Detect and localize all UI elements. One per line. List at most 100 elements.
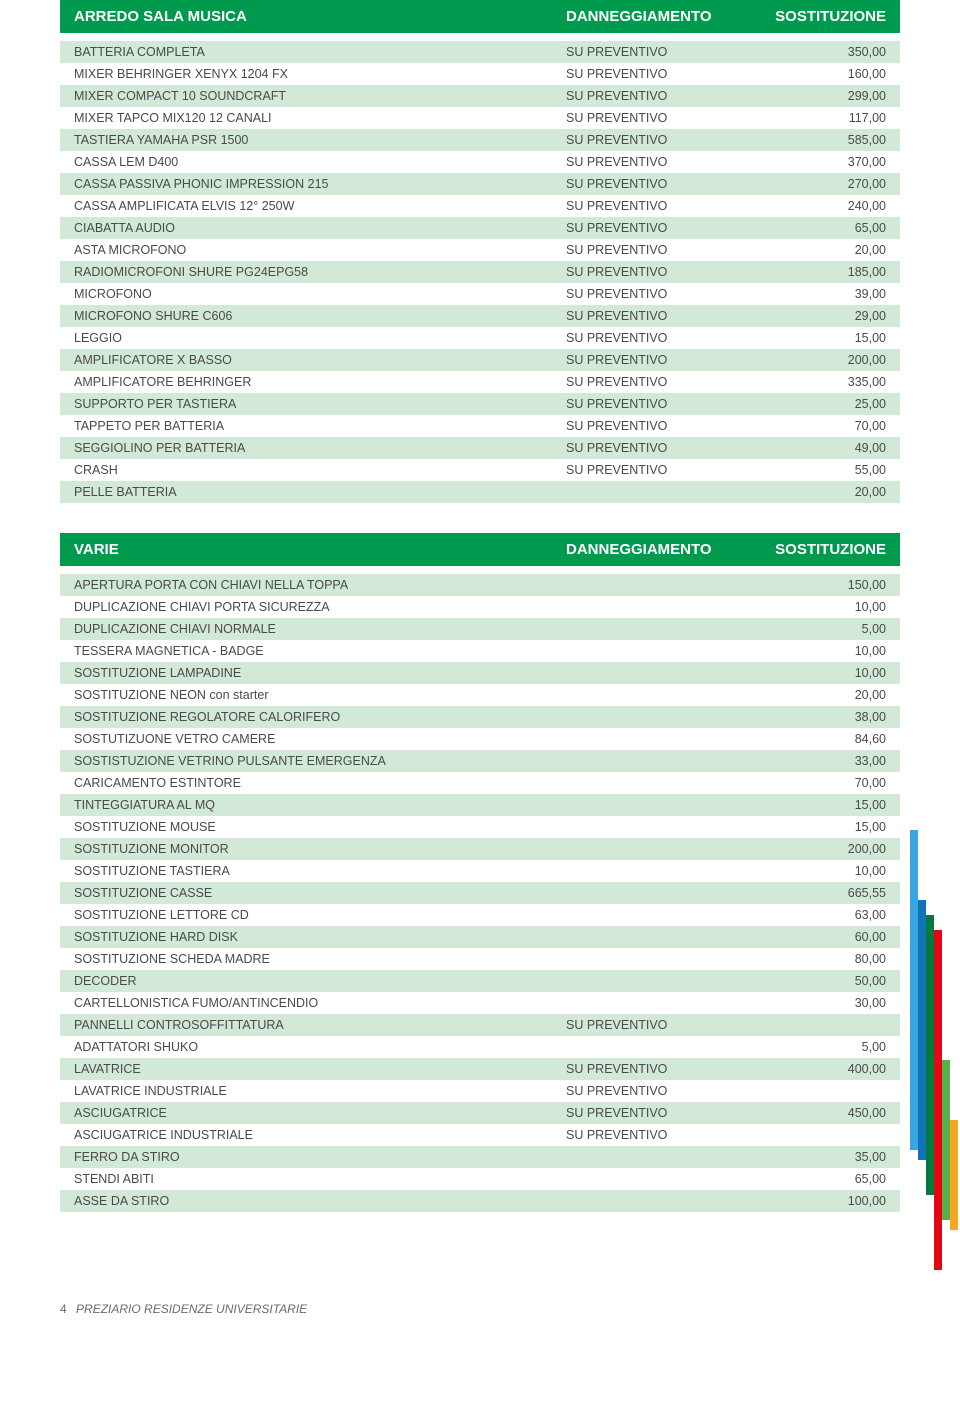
table-row: ASCIUGATRICE INDUSTRIALESU PREVENTIVO — [60, 1124, 900, 1146]
cell-replace: 55,00 — [756, 463, 886, 477]
cell-item: ASCIUGATRICE INDUSTRIALE — [74, 1128, 566, 1142]
cell-item: CASSA PASSIVA PHONIC IMPRESSION 215 — [74, 177, 566, 191]
table-row: DECODER 50,00 — [60, 970, 900, 992]
spacer — [60, 566, 900, 574]
cell-replace: 5,00 — [756, 622, 886, 636]
cell-replace: 10,00 — [756, 600, 886, 614]
cell-damage: SU PREVENTIVO — [566, 1106, 756, 1120]
cell-damage: SU PREVENTIVO — [566, 89, 756, 103]
table-row: SOSTITUZIONE CASSE665,55 — [60, 882, 900, 904]
cell-damage: SU PREVENTIVO — [566, 1128, 756, 1142]
table-row: CRASHSU PREVENTIVO55,00 — [60, 459, 900, 481]
cell-damage: SU PREVENTIVO — [566, 441, 756, 455]
cell-item: CIABATTA AUDIO — [74, 221, 566, 235]
page-number: 4 — [60, 1302, 67, 1316]
table-row: TASTIERA YAMAHA PSR 1500SU PREVENTIVO585… — [60, 129, 900, 151]
cell-replace: 299,00 — [756, 89, 886, 103]
cell-replace: 65,00 — [756, 1172, 886, 1186]
cell-damage: SU PREVENTIVO — [566, 309, 756, 323]
cell-replace: 70,00 — [756, 419, 886, 433]
cell-replace: 15,00 — [756, 331, 886, 345]
table-row: SOSTITUZIONE HARD DISK60,00 — [60, 926, 900, 948]
cell-replace: 25,00 — [756, 397, 886, 411]
cell-replace: 35,00 — [756, 1150, 886, 1164]
table-row: SOSTISTUZIONE VETRINO PULSANTE EMERGENZA… — [60, 750, 900, 772]
table-row: TESSERA MAGNETICA - BADGE10,00 — [60, 640, 900, 662]
cell-damage: SU PREVENTIVO — [566, 287, 756, 301]
cell-item: MIXER TAPCO MIX120 12 CANALI — [74, 111, 566, 125]
cell-replace: 80,00 — [756, 952, 886, 966]
cell-replace: 63,00 — [756, 908, 886, 922]
cell-item: TASTIERA YAMAHA PSR 1500 — [74, 133, 566, 147]
table-row: CASSA AMPLIFICATA ELVIS 12° 250WSU PREVE… — [60, 195, 900, 217]
tables-container: ARREDO SALA MUSICADANNEGGIAMENTOSOSTITUZ… — [60, 0, 900, 1212]
table-header: VARIEDANNEGGIAMENTOSOSTITUZIONE — [60, 533, 900, 566]
cell-item: DUPLICAZIONE CHIAVI PORTA SICUREZZA — [74, 600, 566, 614]
cell-item: TAPPETO PER BATTERIA — [74, 419, 566, 433]
cell-replace: 33,00 — [756, 754, 886, 768]
cell-item: MIXER BEHRINGER XENYX 1204 FX — [74, 67, 566, 81]
cell-replace: 50,00 — [756, 974, 886, 988]
table-row: MICROFONO SHURE C606SU PREVENTIVO29,00 — [60, 305, 900, 327]
footer-title: PREZIARIO RESIDENZE UNIVERSITARIE — [76, 1302, 307, 1316]
table-row: RADIOMICROFONI SHURE PG24EPG58SU PREVENT… — [60, 261, 900, 283]
cell-damage: SU PREVENTIVO — [566, 375, 756, 389]
cell-replace: 49,00 — [756, 441, 886, 455]
cell-replace: 270,00 — [756, 177, 886, 191]
table-row: LAVATRICESU PREVENTIVO400,00 — [60, 1058, 900, 1080]
cell-item: SOSTITUZIONE MOUSE — [74, 820, 566, 834]
cell-damage: SU PREVENTIVO — [566, 463, 756, 477]
cell-item: SOSTITUZIONE LAMPADINE — [74, 666, 566, 680]
cell-replace: 20,00 — [756, 243, 886, 257]
cell-replace: 100,00 — [756, 1194, 886, 1208]
table-row: TAPPETO PER BATTERIASU PREVENTIVO70,00 — [60, 415, 900, 437]
cell-replace: 5,00 — [756, 1040, 886, 1054]
cell-damage: SU PREVENTIVO — [566, 133, 756, 147]
table-row: SOSTITUZIONE NEON con starter 20,00 — [60, 684, 900, 706]
cell-item: LAVATRICE — [74, 1062, 566, 1076]
cell-item: DUPLICAZIONE CHIAVI NORMALE — [74, 622, 566, 636]
cell-replace: 240,00 — [756, 199, 886, 213]
header-col-damage: DANNEGGIAMENTO — [566, 8, 756, 25]
cell-item: MIXER COMPACT 10 SOUNDCRAFT — [74, 89, 566, 103]
cell-damage: SU PREVENTIVO — [566, 177, 756, 191]
cell-replace: 450,00 — [756, 1106, 886, 1120]
header-col-damage: DANNEGGIAMENTO — [566, 541, 756, 558]
cell-item: SOSTITUZIONE TASTIERA — [74, 864, 566, 878]
table-row: CARICAMENTO ESTINTORE70,00 — [60, 772, 900, 794]
cell-replace: 150,00 — [756, 578, 886, 592]
header-col-replace: SOSTITUZIONE — [756, 8, 886, 25]
price-table: ARREDO SALA MUSICADANNEGGIAMENTOSOSTITUZ… — [60, 0, 900, 503]
table-header: ARREDO SALA MUSICADANNEGGIAMENTOSOSTITUZ… — [60, 0, 900, 33]
cell-replace: 335,00 — [756, 375, 886, 389]
cell-damage: SU PREVENTIVO — [566, 243, 756, 257]
cell-item: CARTELLONISTICA FUMO/ANTINCENDIO — [74, 996, 566, 1010]
table-row: CASSA PASSIVA PHONIC IMPRESSION 215SU PR… — [60, 173, 900, 195]
cell-replace: 84,60 — [756, 732, 886, 746]
page-footer: 4 PREZIARIO RESIDENZE UNIVERSITARIE — [0, 1272, 960, 1316]
cell-item: CARICAMENTO ESTINTORE — [74, 776, 566, 790]
cell-item: CASSA AMPLIFICATA ELVIS 12° 250W — [74, 199, 566, 213]
cell-damage: SU PREVENTIVO — [566, 45, 756, 59]
table-row: AMPLIFICATORE X BASSOSU PREVENTIVO200,00 — [60, 349, 900, 371]
cell-replace: 160,00 — [756, 67, 886, 81]
cell-replace: 200,00 — [756, 353, 886, 367]
cell-replace: 20,00 — [756, 688, 886, 702]
cell-item: SOSTISTUZIONE VETRINO PULSANTE EMERGENZA — [74, 754, 566, 768]
cell-damage: SU PREVENTIVO — [566, 111, 756, 125]
cell-item: ASTA MICROFONO — [74, 243, 566, 257]
cell-item: DECODER — [74, 974, 566, 988]
table-row: SOSTITUZIONE TASTIERA 10,00 — [60, 860, 900, 882]
table-row: MIXER BEHRINGER XENYX 1204 FXSU PREVENTI… — [60, 63, 900, 85]
cell-replace: 39,00 — [756, 287, 886, 301]
cell-replace: 10,00 — [756, 864, 886, 878]
table-row: SOSTITUZIONE MONITOR200,00 — [60, 838, 900, 860]
cell-item: CRASH — [74, 463, 566, 477]
cell-replace: 117,00 — [756, 111, 886, 125]
cell-item: CASSA LEM D400 — [74, 155, 566, 169]
cell-item: SOSTITUZIONE NEON con starter — [74, 688, 566, 702]
table-row: PANNELLI CONTROSOFFITTATURASU PREVENTIVO — [60, 1014, 900, 1036]
cell-damage: SU PREVENTIVO — [566, 265, 756, 279]
table-row: SOSTITUZIONE MOUSE15,00 — [60, 816, 900, 838]
cell-damage: SU PREVENTIVO — [566, 1018, 756, 1032]
